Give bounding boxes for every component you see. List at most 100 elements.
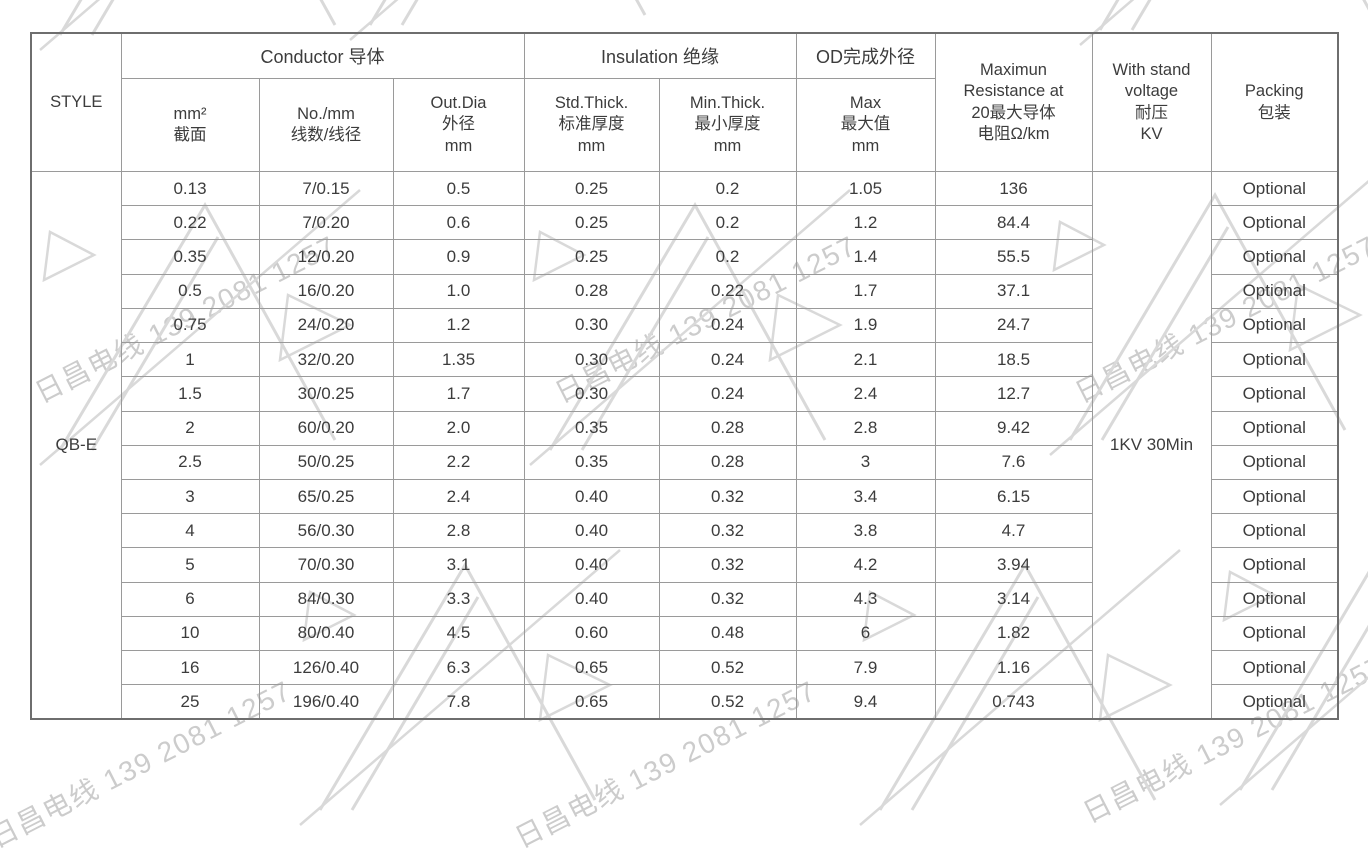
- table-row: 3 65/0.25 2.4 0.40 0.32 3.4 6.15 Optional: [31, 478, 1339, 515]
- cell-packing: Optional: [1210, 684, 1339, 720]
- cell-packing: Optional: [1210, 410, 1339, 446]
- cell-no_mm: 24/0.20: [258, 307, 394, 344]
- cell-no_mm: 30/0.25: [258, 376, 394, 412]
- cell-no_mm: 60/0.20: [258, 410, 394, 446]
- cell-out_dia: 2.8: [392, 513, 525, 549]
- cell-resistance: 37.1: [934, 273, 1093, 309]
- cell-min_thick: 0.28: [658, 410, 797, 446]
- cell-no_mm: 65/0.25: [258, 478, 394, 515]
- cell-packing: Optional: [1210, 376, 1339, 412]
- cell-out_dia: 0.5: [392, 170, 525, 207]
- cell-min_thick: 0.52: [658, 650, 797, 686]
- header-no-mm: No./mm 线数/线径: [258, 78, 394, 172]
- cell-resistance: 24.7: [934, 307, 1093, 344]
- cell-resistance: 3.14: [934, 581, 1093, 617]
- cell-mm2: 0.5: [120, 273, 260, 309]
- cell-resistance: 18.5: [934, 342, 1093, 378]
- cell-resistance: 7.6: [934, 444, 1093, 480]
- cell-min_thick: 0.32: [658, 581, 797, 617]
- style-value-cell: QB-E: [30, 171, 122, 720]
- cell-packing: Optional: [1210, 581, 1339, 617]
- withstand-value-cell: 1KV 30Min: [1091, 171, 1212, 720]
- cell-resistance: 0.743: [934, 684, 1093, 720]
- cell-no_mm: 84/0.30: [258, 581, 394, 617]
- cell-min_thick: 0.24: [658, 307, 797, 344]
- cell-min_thick: 0.32: [658, 513, 797, 549]
- cell-resistance: 12.7: [934, 376, 1093, 412]
- cell-packing: Optional: [1210, 650, 1339, 686]
- cell-std_thick: 0.65: [523, 650, 660, 686]
- cell-no_mm: 16/0.20: [258, 273, 394, 309]
- cell-out_dia: 6.3: [392, 650, 525, 686]
- cell-packing: Optional: [1210, 239, 1339, 275]
- cell-out_dia: 0.6: [392, 205, 525, 241]
- header-std-thick: Std.Thick. 标准厚度 mm: [523, 78, 660, 172]
- cell-min_thick: 0.32: [658, 478, 797, 515]
- cell-std_thick: 0.60: [523, 615, 660, 652]
- cell-std_thick: 0.35: [523, 444, 660, 480]
- header-resistance: Maximun Resistance at 20最大导体 电阻Ω/km: [934, 32, 1093, 172]
- cell-std_thick: 0.25: [523, 239, 660, 275]
- header-od-max: Max 最大值 mm: [795, 78, 936, 172]
- cell-packing: Optional: [1210, 513, 1339, 549]
- cell-od_max: 9.4: [795, 684, 936, 720]
- cell-out_dia: 1.7: [392, 376, 525, 412]
- cell-resistance: 84.4: [934, 205, 1093, 241]
- cell-out_dia: 7.8: [392, 684, 525, 720]
- cell-out_dia: 3.3: [392, 581, 525, 617]
- cell-out_dia: 3.1: [392, 547, 525, 583]
- cell-min_thick: 0.28: [658, 444, 797, 480]
- cell-mm2: 1.5: [120, 376, 260, 412]
- cell-packing: Optional: [1210, 205, 1339, 241]
- cell-resistance: 136: [934, 170, 1093, 207]
- cell-od_max: 1.05: [795, 170, 936, 207]
- cell-od_max: 1.4: [795, 239, 936, 275]
- cell-std_thick: 0.25: [523, 205, 660, 241]
- cell-std_thick: 0.40: [523, 581, 660, 617]
- cell-mm2: 16: [120, 650, 260, 686]
- cell-std_thick: 0.28: [523, 273, 660, 309]
- header-group-insulation: Insulation 绝缘: [523, 32, 797, 79]
- cell-out_dia: 1.35: [392, 342, 525, 378]
- cell-out_dia: 0.9: [392, 239, 525, 275]
- cell-mm2: 5: [120, 547, 260, 583]
- cell-out_dia: 1.2: [392, 307, 525, 344]
- cell-resistance: 6.15: [934, 478, 1093, 515]
- cell-od_max: 3: [795, 444, 936, 480]
- cell-std_thick: 0.40: [523, 478, 660, 515]
- cell-packing: Optional: [1210, 547, 1339, 583]
- cell-mm2: 1: [120, 342, 260, 378]
- cell-no_mm: 196/0.40: [258, 684, 394, 720]
- cell-resistance: 4.7: [934, 513, 1093, 549]
- cell-od_max: 2.1: [795, 342, 936, 378]
- cell-std_thick: 0.30: [523, 307, 660, 344]
- header-min-thick: Min.Thick. 最小厚度 mm: [658, 78, 797, 172]
- header-withstand: With stand voltage 耐压 KV: [1091, 32, 1212, 172]
- cell-od_max: 7.9: [795, 650, 936, 686]
- cell-std_thick: 0.40: [523, 547, 660, 583]
- cell-mm2: 0.22: [120, 205, 260, 241]
- cell-od_max: 2.8: [795, 410, 936, 446]
- table-header: STYLE Conductor 导体 Insulation 绝缘 OD完成外径 …: [30, 32, 1339, 172]
- cell-min_thick: 0.48: [658, 615, 797, 652]
- cell-od_max: 4.2: [795, 547, 936, 583]
- cell-resistance: 1.16: [934, 650, 1093, 686]
- cell-min_thick: 0.2: [658, 170, 797, 207]
- cell-resistance: 3.94: [934, 547, 1093, 583]
- cell-std_thick: 0.65: [523, 684, 660, 720]
- cell-no_mm: 50/0.25: [258, 444, 394, 480]
- cell-mm2: 0.13: [120, 170, 260, 207]
- cell-out_dia: 4.5: [392, 615, 525, 652]
- cell-out_dia: 1.0: [392, 273, 525, 309]
- cell-mm2: 6: [120, 581, 260, 617]
- header-out-dia: Out.Dia 外径 mm: [392, 78, 525, 172]
- cell-std_thick: 0.30: [523, 376, 660, 412]
- cell-min_thick: 0.32: [658, 547, 797, 583]
- cell-packing: Optional: [1210, 615, 1339, 652]
- cell-od_max: 1.2: [795, 205, 936, 241]
- cell-min_thick: 0.22: [658, 273, 797, 309]
- header-style: STYLE: [30, 32, 122, 172]
- cell-od_max: 1.7: [795, 273, 936, 309]
- header-group-conductor: Conductor 导体: [120, 32, 525, 79]
- cell-std_thick: 0.35: [523, 410, 660, 446]
